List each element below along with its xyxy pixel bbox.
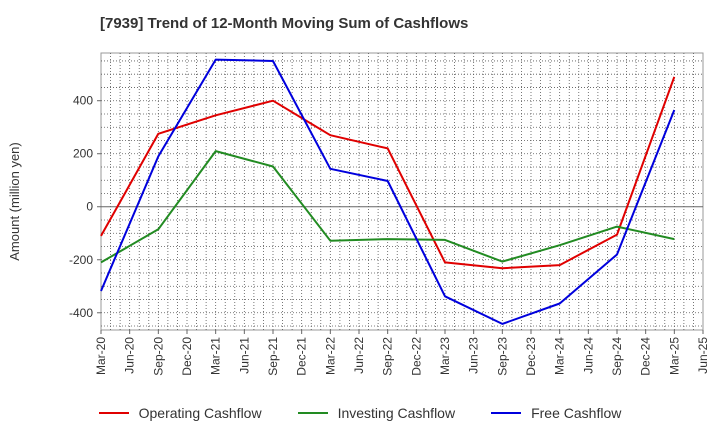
legend-label: Free Cashflow bbox=[531, 405, 622, 421]
x-tick-label: Mar-25 bbox=[667, 337, 681, 375]
y-tick-label: 200 bbox=[73, 147, 93, 161]
series-line-operating-cashflow bbox=[100, 76, 676, 270]
y-axis-title: Amount (million yen) bbox=[7, 142, 22, 261]
x-tick-label: Jun-20 bbox=[123, 337, 137, 374]
legend-label: Investing Cashflow bbox=[337, 405, 456, 421]
legend-swatch bbox=[98, 412, 129, 414]
legend-swatch bbox=[297, 412, 328, 414]
x-tick-label: Jun-23 bbox=[467, 337, 481, 374]
x-tick-label: Mar-21 bbox=[209, 337, 223, 375]
x-tick-label: Jun-25 bbox=[696, 337, 710, 374]
x-tick-label: Sep-24 bbox=[610, 337, 624, 376]
x-tick-label: Dec-22 bbox=[409, 337, 423, 376]
series-layer bbox=[100, 58, 676, 325]
label-layer: -400 -200 0 200 400 Mar-20 Jun-20 Sep-20 Dec-20 M… bbox=[7, 94, 710, 376]
series-line-free-cashflow bbox=[100, 58, 676, 325]
legend-item: Free Cashflow bbox=[491, 405, 621, 421]
y-tick-label: 0 bbox=[86, 200, 93, 214]
x-tick-label: Sep-21 bbox=[266, 337, 280, 376]
x-tick-label: Mar-22 bbox=[323, 337, 337, 375]
x-tick-label: Mar-24 bbox=[553, 337, 567, 375]
x-tick-label: Jun-22 bbox=[352, 337, 366, 374]
legend: Operating Cashflow Investing Cashflow Free… bbox=[0, 405, 720, 421]
y-tick-label: -400 bbox=[69, 306, 93, 320]
legend-item: Operating Cashflow bbox=[98, 405, 262, 421]
series-line-investing-cashflow bbox=[100, 150, 675, 264]
x-tick-label: Dec-24 bbox=[639, 337, 653, 376]
axis-layer bbox=[97, 100, 704, 334]
x-tick-label: Mar-23 bbox=[438, 337, 452, 375]
x-tick-label: Dec-23 bbox=[524, 337, 538, 376]
legend-item: Investing Cashflow bbox=[297, 405, 456, 421]
x-tick-label: Sep-20 bbox=[151, 337, 165, 376]
x-tick-label: Sep-23 bbox=[495, 337, 509, 376]
y-tick-label: -200 bbox=[69, 253, 93, 267]
x-tick-label: Sep-22 bbox=[381, 337, 395, 376]
y-tick-label: 400 bbox=[73, 94, 93, 108]
x-tick-label: Dec-21 bbox=[295, 337, 309, 376]
legend-swatch bbox=[491, 412, 522, 414]
x-tick-label: Jun-24 bbox=[581, 337, 595, 374]
x-tick-label: Mar-20 bbox=[94, 337, 108, 375]
chart-title: [7939] Trend of 12-Month Moving Sum of C… bbox=[100, 15, 469, 32]
legend-label: Operating Cashflow bbox=[138, 405, 262, 421]
x-tick-label: Jun-21 bbox=[237, 337, 251, 374]
grid-layer bbox=[100, 52, 704, 331]
plot-frame bbox=[100, 52, 704, 331]
x-tick-label: Dec-20 bbox=[180, 337, 194, 376]
